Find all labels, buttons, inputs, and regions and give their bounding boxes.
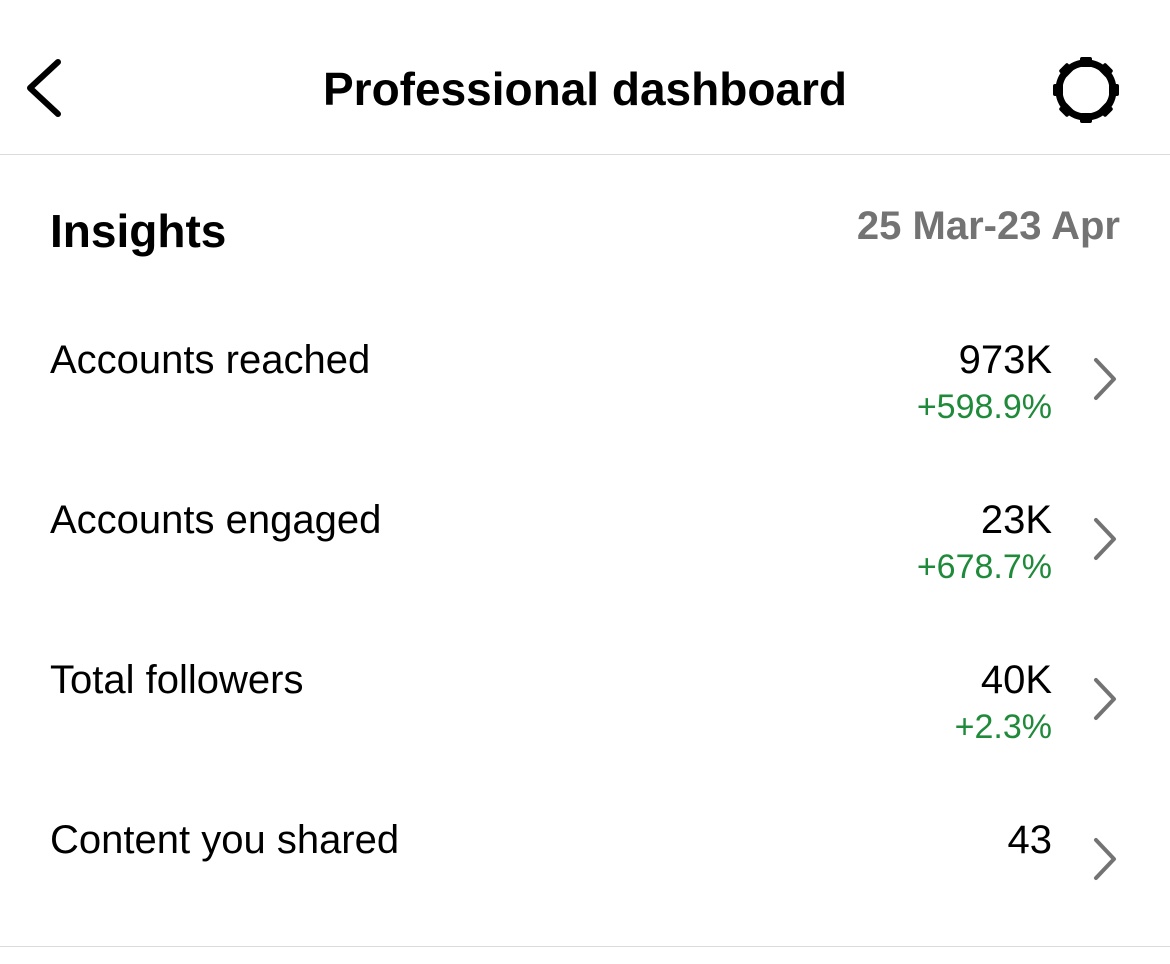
section-title: Insights — [50, 205, 227, 257]
row-change: +598.9% — [916, 388, 1052, 426]
back-button[interactable] — [22, 56, 66, 120]
row-value: 23K — [980, 498, 1052, 542]
insight-row[interactable]: Content you shared 43 — [0, 818, 1170, 938]
row-value: 43 — [1007, 818, 1053, 862]
row-value: 40K — [980, 658, 1052, 702]
row-change: +2.3% — [954, 708, 1052, 746]
row-change: +678.7% — [916, 548, 1052, 586]
row-label: Content you shared — [50, 818, 400, 862]
insight-row[interactable]: Accounts reached 973K +598.9% — [0, 338, 1170, 458]
header: Professional dashboard — [0, 0, 1170, 155]
insight-row[interactable]: Total followers 40K +2.3% — [0, 658, 1170, 778]
date-range: 25 Mar-23 Apr — [856, 204, 1120, 248]
chevron — [1094, 838, 1116, 880]
settings-button[interactable] — [1050, 54, 1122, 126]
insight-row[interactable]: Accounts engaged 23K +678.7% — [0, 498, 1170, 618]
row-label: Accounts reached — [50, 338, 371, 382]
row-label: Total followers — [50, 658, 304, 702]
row-value: 973K — [958, 338, 1052, 382]
divider — [0, 946, 1170, 947]
chevron — [1094, 518, 1116, 560]
chevron — [1094, 358, 1116, 400]
chevron — [1094, 678, 1116, 720]
header-title: Professional dashboard — [322, 63, 847, 115]
row-label: Accounts engaged — [50, 498, 382, 542]
